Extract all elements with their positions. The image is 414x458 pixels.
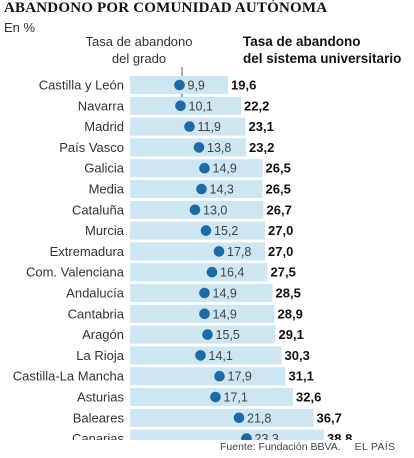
bar-total (130, 138, 246, 157)
chart-rows: Castilla y León 9,9 19,6 Navarra 10,1 22,2 Mad… (13, 76, 352, 440)
value-label-grado: 15,2 (214, 224, 238, 238)
dot-grado (184, 121, 195, 132)
source-note: Fuente: Fundación BBVA. (220, 441, 341, 453)
legend-grado-line-1: Tasa de abandono (86, 34, 193, 49)
value-label-total: 28,5 (276, 286, 301, 301)
category-label: Baleares (73, 410, 125, 425)
category-label: Castilla y León (39, 78, 124, 93)
value-label-grado: 23,3 (255, 432, 279, 440)
value-label-grado: 14,1 (209, 349, 233, 363)
category-label: La Rioja (76, 348, 124, 363)
bar-total (130, 263, 268, 282)
dot-grado (206, 266, 218, 278)
value-label-total: 26,5 (266, 161, 291, 176)
dot-grado (199, 162, 210, 174)
dot-grado (196, 183, 207, 195)
value-label-grado: 17,9 (228, 370, 252, 384)
value-label-grado: 11,9 (198, 120, 221, 134)
category-label: Media (89, 182, 125, 197)
value-label-grado: 13,0 (203, 203, 227, 217)
dot-grado (199, 308, 210, 320)
dot-grado (233, 412, 245, 424)
dot-grado (193, 142, 205, 153)
value-label-total: 28,9 (278, 306, 303, 321)
bar-total (130, 242, 265, 261)
value-label-total: 27,0 (268, 244, 293, 259)
value-label-grado: 14,3 (210, 183, 234, 197)
footer: Fuente: Fundación BBVA. EL PAÍS (220, 441, 395, 453)
bar-total (130, 159, 263, 178)
value-label-grado: 14,9 (213, 307, 237, 321)
value-label-total: 30,3 (285, 348, 310, 363)
value-label-total: 29,1 (279, 327, 304, 342)
category-label: Galicia (84, 161, 125, 176)
value-label-grado: 16,4 (220, 266, 244, 280)
bar-total (130, 221, 265, 240)
dot-grado (174, 79, 185, 91)
value-label-total: 22,2 (244, 98, 269, 113)
value-label-grado: 13,8 (207, 141, 231, 155)
category-label: Andalucía (66, 286, 125, 301)
value-label-grado: 17,1 (224, 391, 248, 405)
value-label-total: 31,1 (289, 369, 314, 384)
dot-grado (213, 246, 225, 257)
chart-title: ABANDONO POR COMUNIDAD AUTÓNOMA (4, 0, 328, 16)
value-label-total: 36,7 (317, 410, 342, 425)
unit-label: En % (4, 20, 36, 35)
bar-total (130, 429, 324, 440)
category-label: Canarias (72, 431, 125, 440)
value-label-total: 32,6 (296, 390, 321, 405)
value-label-total: 19,6 (231, 78, 256, 93)
dot-grado (199, 287, 210, 299)
value-label-grado: 14,9 (213, 162, 237, 176)
value-label-total: 23,1 (249, 119, 274, 134)
dot-grado (175, 100, 186, 112)
dot-grado (210, 391, 221, 403)
legend-total-line-2: del sistema universitario (243, 51, 401, 66)
category-label: Aragón (82, 327, 124, 342)
dot-grado (195, 350, 206, 361)
category-label: Madrid (84, 119, 124, 134)
value-label-total: 38,8 (327, 431, 352, 440)
dot-grado (202, 329, 213, 340)
category-label: Castilla-La Mancha (13, 369, 125, 384)
legend-grado-line-2: del grado (112, 51, 166, 66)
dot-grado (189, 204, 201, 216)
bar-dot-chart: Tasa de abandono del grado Tasa de aband… (13, 34, 401, 440)
bar-total (130, 408, 314, 427)
value-label-grado: 10,1 (189, 99, 213, 113)
bar-total (130, 367, 286, 386)
category-label: Cataluña (72, 202, 125, 217)
legend-total-line-1: Tasa de abandono (243, 34, 361, 49)
category-label: País Vasco (59, 140, 124, 155)
value-label-total: 26,7 (267, 202, 292, 217)
dot-grado (241, 433, 252, 440)
category-label: Navarra (78, 98, 125, 113)
value-label-total: 27,0 (268, 223, 293, 238)
value-label-total: 23,2 (249, 140, 274, 155)
value-label-total: 26,5 (266, 182, 291, 197)
value-label-total: 27,5 (271, 265, 296, 280)
category-label: Extremadura (50, 244, 125, 259)
dot-grado (214, 370, 225, 382)
value-label-grado: 17,8 (227, 245, 251, 259)
category-label: Murcia (85, 223, 125, 238)
value-label-grado: 21,8 (247, 411, 271, 425)
value-label-grado: 9,9 (188, 79, 205, 93)
legend: Tasa de abandono del grado Tasa de aband… (86, 34, 401, 100)
category-label: Cantabria (68, 306, 125, 321)
value-label-grado: 14,9 (213, 287, 237, 301)
category-label: Com. Valenciana (26, 265, 125, 280)
category-label: Asturias (77, 390, 124, 405)
dot-grado (200, 225, 212, 236)
value-label-grado: 15,5 (216, 328, 240, 342)
brand-label: EL PAÍS (354, 441, 396, 453)
